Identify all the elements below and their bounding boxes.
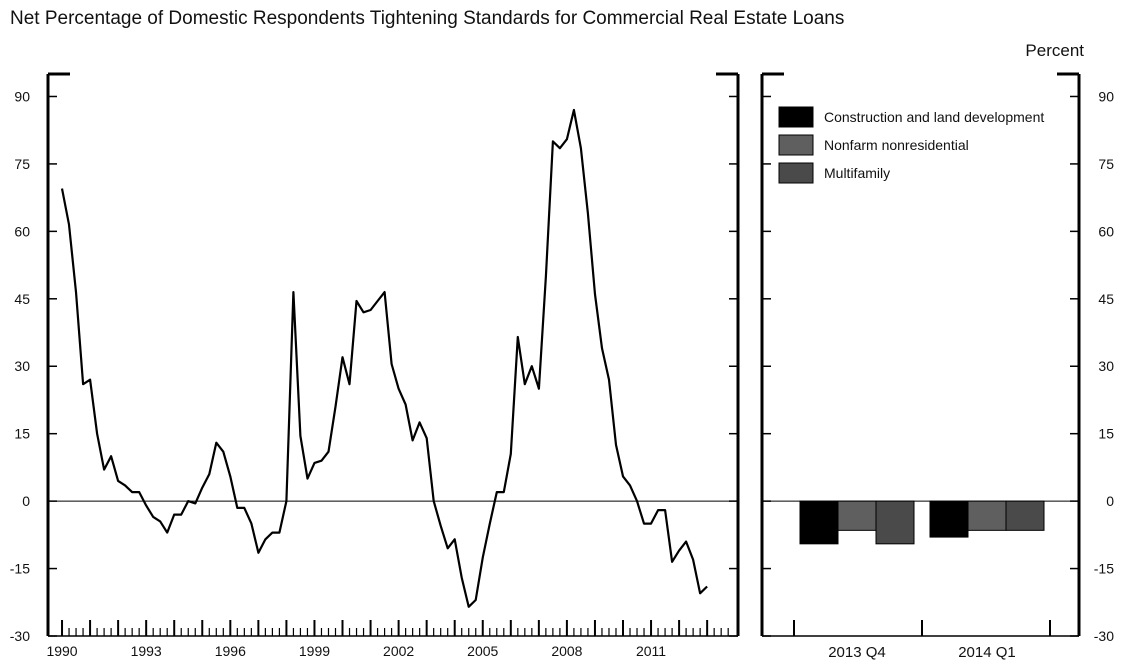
y-tick-label: 90 (14, 88, 30, 104)
y-tick-label: -15 (1094, 561, 1114, 577)
x-tick-label: 2005 (467, 643, 498, 659)
y-tick-label: 75 (14, 156, 30, 172)
series-line (60, 108, 708, 608)
legend-label: Construction and land development (824, 109, 1044, 125)
y-tick-label: 75 (1098, 156, 1114, 172)
y-tick-label: 60 (1098, 223, 1114, 239)
y-tick-label: 45 (1098, 291, 1114, 307)
legend-label: Multifamily (824, 165, 890, 181)
y-tick-label: 60 (14, 223, 30, 239)
y-tick-label: 45 (14, 291, 30, 307)
legend-swatch (778, 162, 814, 184)
category-label: 2013 Q4 (828, 644, 886, 661)
y-tick-label: 30 (1098, 358, 1114, 374)
y-tick-label: 15 (1098, 426, 1114, 442)
legend-swatch (778, 106, 814, 128)
x-tick-label: 1993 (131, 643, 162, 659)
bar (837, 500, 877, 531)
y-tick-label: 0 (1106, 493, 1114, 509)
y-tick-label: -30 (10, 628, 30, 644)
bar (799, 500, 839, 545)
bar (929, 500, 969, 538)
legend-label: Nonfarm nonresidential (824, 137, 969, 153)
line-panel: -30 -15 0 15 30 45 60 75 90 1990 1993 1996 1999 2002 2… (10, 72, 740, 659)
x-tick-label: 1996 (215, 643, 246, 659)
bar (967, 500, 1007, 531)
y-tick-label: -15 (10, 561, 30, 577)
y-tick-label: -30 (1094, 628, 1114, 644)
legend-swatch (778, 134, 814, 156)
x-tick-label: 1999 (299, 643, 330, 659)
unit-label: Percent (1025, 41, 1084, 60)
x-tick-label: 1990 (46, 643, 77, 659)
y-tick-label: 30 (14, 358, 30, 374)
bar-panel: -30 -15 0 15 30 45 60 75 90 2013 Q4 2014 Q1 Constru… (760, 72, 1114, 661)
y-tick-label: 0 (22, 493, 30, 509)
x-tick-label: 2011 (636, 643, 666, 659)
bar (1005, 500, 1045, 531)
y-tick-label: 15 (14, 426, 30, 442)
bar (875, 500, 915, 545)
category-label: 2014 Q1 (958, 644, 1016, 661)
x-tick-label: 2002 (383, 643, 414, 659)
y-tick-label: 90 (1098, 88, 1114, 104)
x-tick-label: 2008 (551, 643, 582, 659)
chart-title: Net Percentage of Domestic Respondents T… (10, 8, 845, 29)
